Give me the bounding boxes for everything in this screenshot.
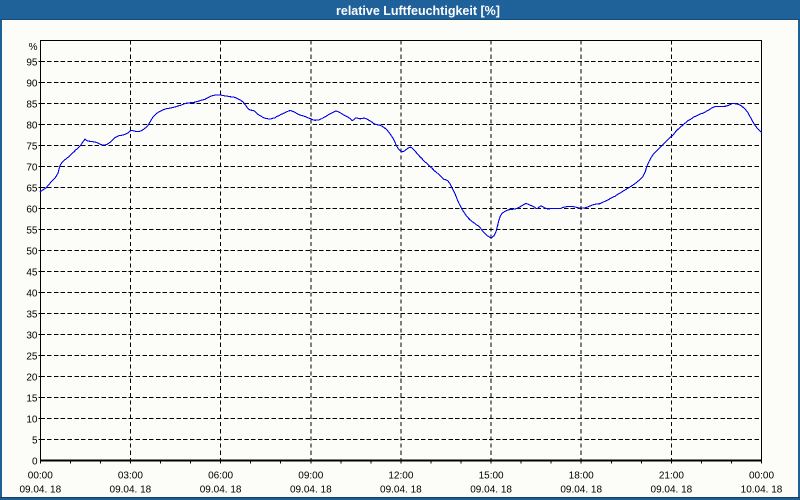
svg-text:30: 30 [26, 331, 38, 342]
svg-text:09:00: 09:00 [298, 471, 323, 482]
svg-text:90: 90 [26, 79, 38, 90]
svg-text:09.04. 18: 09.04. 18 [110, 485, 152, 496]
svg-text:09.04. 18: 09.04. 18 [290, 485, 332, 496]
svg-text:09.04. 18: 09.04. 18 [380, 485, 422, 496]
svg-text:5: 5 [32, 436, 38, 447]
svg-text:12:00: 12:00 [388, 471, 413, 482]
svg-text:09.04. 18: 09.04. 18 [200, 485, 242, 496]
svg-text:21:00: 21:00 [659, 471, 684, 482]
svg-text:06:00: 06:00 [208, 471, 233, 482]
svg-text:85: 85 [26, 100, 38, 111]
svg-text:15:00: 15:00 [479, 471, 504, 482]
svg-text:09.04. 18: 09.04. 18 [19, 485, 61, 496]
svg-text:09.04. 18: 09.04. 18 [470, 485, 512, 496]
svg-text:70: 70 [26, 163, 38, 174]
svg-text:10: 10 [26, 415, 38, 426]
svg-text:09.04. 18: 09.04. 18 [560, 485, 602, 496]
svg-text:09.04. 18: 09.04. 18 [651, 485, 693, 496]
svg-text:18:00: 18:00 [569, 471, 594, 482]
svg-text:50: 50 [26, 247, 38, 258]
svg-text:0: 0 [32, 457, 38, 468]
svg-text:60: 60 [26, 205, 38, 216]
svg-text:10.04. 18: 10.04. 18 [741, 485, 783, 496]
svg-text:45: 45 [26, 268, 38, 279]
svg-text:00:00: 00:00 [28, 471, 53, 482]
svg-text:03:00: 03:00 [118, 471, 143, 482]
svg-text:15: 15 [26, 394, 38, 405]
svg-text:00:00: 00:00 [749, 471, 774, 482]
svg-text:35: 35 [26, 310, 38, 321]
svg-text:25: 25 [26, 352, 38, 363]
svg-text:65: 65 [26, 184, 38, 195]
svg-text:55: 55 [26, 226, 38, 237]
svg-text:95: 95 [26, 58, 38, 69]
svg-text:%: % [29, 42, 38, 53]
svg-text:20: 20 [26, 373, 38, 384]
svg-text:80: 80 [26, 121, 38, 132]
svg-text:40: 40 [26, 289, 38, 300]
svg-text:75: 75 [26, 142, 38, 153]
